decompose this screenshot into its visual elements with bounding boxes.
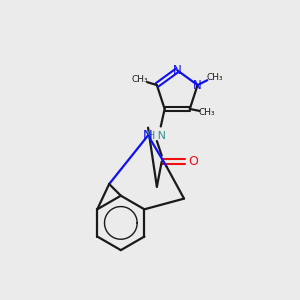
Text: N: N [193, 79, 202, 92]
Text: O: O [188, 155, 198, 168]
Text: CH₃: CH₃ [207, 73, 224, 82]
Text: N: N [143, 129, 153, 142]
Text: H N: H N [147, 131, 167, 141]
Text: N: N [173, 64, 182, 77]
Text: CH₃: CH₃ [199, 108, 216, 117]
Text: CH₃: CH₃ [131, 75, 148, 84]
